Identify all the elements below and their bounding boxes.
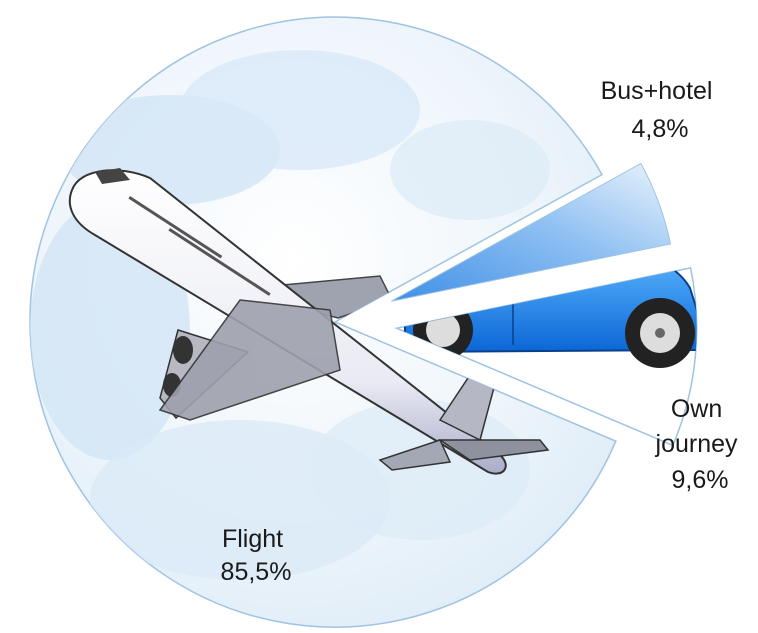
label-own-journey: Own journey 9,6% bbox=[655, 395, 745, 494]
label-flight-name: Flight bbox=[222, 525, 283, 553]
slice-bus-hotel-shape bbox=[391, 162, 672, 302]
label-flight: Flight 85,5% bbox=[221, 525, 292, 586]
label-own-journey-line1: Own bbox=[671, 395, 722, 423]
pie-slice-flight bbox=[29, 16, 617, 628]
label-bus-hotel-name: Bus+hotel bbox=[601, 77, 713, 105]
label-own-journey-value: 9,6% bbox=[672, 466, 729, 494]
label-own-journey-line2: journey bbox=[655, 430, 738, 458]
pie-slice-bus-hotel bbox=[391, 162, 672, 302]
label-flight-value: 85,5% bbox=[221, 558, 292, 586]
label-bus-hotel-value: 4,8% bbox=[632, 115, 689, 143]
label-bus-hotel: Bus+hotel 4,8% bbox=[601, 77, 720, 143]
